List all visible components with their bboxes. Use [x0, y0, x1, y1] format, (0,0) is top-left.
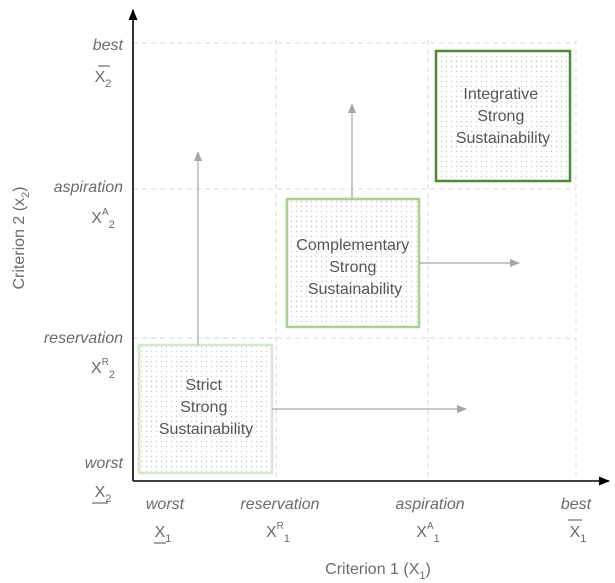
complementary-strong-sustainability-label: Complementary Strong Sustainability	[296, 237, 413, 298]
y-level-reservation-word: reservation	[44, 330, 123, 347]
x-axis-title: Criterion 1 (X1)	[325, 561, 431, 582]
y-level-aspiration-symbol: XA2	[91, 207, 114, 231]
integrative-strong-sustainability-box	[434, 49, 572, 183]
improvement-arrows	[194, 103, 520, 413]
y-level-best-word: best	[93, 37, 124, 54]
y-level-worst-word: worst	[85, 455, 124, 472]
x-level-aspiration-word: aspiration	[395, 496, 464, 513]
strict-strong-sustainability-label: Strict Strong Sustainability	[159, 377, 253, 438]
x-level-reservation-word: reservation	[240, 496, 319, 513]
x-level-best-word: best	[561, 496, 592, 513]
x-level-labels: worst X1 reservation XR1 aspiration XA1 …	[146, 496, 592, 545]
y-level-aspiration-word: aspiration	[54, 179, 123, 196]
x-level-best-symbol: X1	[570, 524, 587, 545]
integrative-strong-sustainability-label: Integrative Strong Sustainability	[456, 86, 550, 147]
x-level-reservation-symbol: XR1	[266, 521, 290, 545]
x-level-worst-word: worst	[146, 496, 185, 513]
y-level-worst-symbol: X2	[95, 484, 112, 505]
grid	[133, 40, 577, 480]
strict-strong-sustainability-box	[137, 343, 274, 475]
x-level-aspiration-symbol: XA1	[416, 521, 439, 545]
y-level-best-symbol: X2	[95, 69, 112, 90]
y-level-reservation-symbol: XR2	[91, 357, 115, 381]
y-axis-title: Criterion 2 (x2)	[11, 186, 32, 289]
complementary-strong-sustainability-box	[285, 197, 421, 329]
x-level-worst-symbol: X1	[155, 524, 172, 545]
y-level-labels: best X2 aspiration XA2 reservation XR2 w…	[44, 37, 124, 505]
